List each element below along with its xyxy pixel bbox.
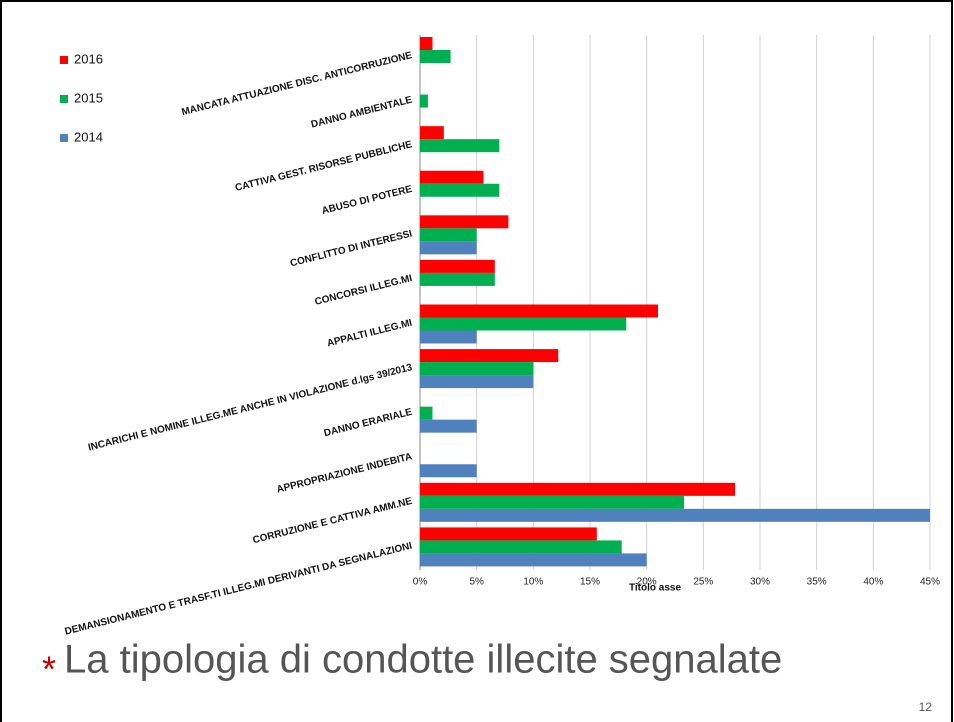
x-tick-label: 15% xyxy=(580,577,600,588)
bar xyxy=(420,527,597,541)
bar xyxy=(420,317,627,331)
bullet: * xyxy=(42,649,56,690)
bar xyxy=(420,406,433,420)
bar xyxy=(420,139,500,153)
category-label: CONFLITTO DI INTERESSI xyxy=(289,228,414,269)
category-label: DEMANSIONAMENTO E TRASF.TI ILLEG.MI DERI… xyxy=(64,540,414,637)
x-tick-label: 35% xyxy=(807,577,827,588)
bar xyxy=(420,241,477,255)
x-tick-label: 40% xyxy=(863,577,883,588)
bar xyxy=(420,50,451,63)
category-label: CORRUZIONE E CATTIVA AMM.NE xyxy=(252,496,414,546)
bar xyxy=(420,215,509,229)
bar xyxy=(420,126,444,140)
bar xyxy=(420,228,477,242)
bar xyxy=(420,482,736,496)
x-tick-label: 25% xyxy=(693,577,713,588)
legend-swatch xyxy=(60,56,68,64)
category-label: APPROPRIAZIONE INDEBITA xyxy=(276,451,414,495)
bar xyxy=(420,183,500,197)
slide-title: La tipologia di condotte illecite segnal… xyxy=(64,638,782,682)
x-tick-label: 5% xyxy=(469,577,484,588)
bar xyxy=(420,495,685,509)
legend-label: 2015 xyxy=(74,90,103,105)
bar xyxy=(420,540,622,554)
category-label: INCARICHI E NOMINE ILLEG.ME ANCHE IN VIO… xyxy=(87,362,414,453)
bar xyxy=(420,419,477,433)
category-label: DANNO ERARIALE xyxy=(323,407,414,440)
x-axis-label: Titolo asse xyxy=(629,583,681,594)
bar xyxy=(420,272,495,286)
legend-label: 2016 xyxy=(74,51,103,66)
bar xyxy=(420,362,534,376)
category-label: ABUSO DI POTERE xyxy=(321,184,414,217)
x-tick-label: 0% xyxy=(413,577,428,588)
legend-swatch xyxy=(60,95,68,103)
bar xyxy=(420,508,930,522)
x-tick-label: 45% xyxy=(920,577,940,588)
category-label: APPALTI ILLEG.MI xyxy=(326,318,414,350)
bar xyxy=(420,37,433,50)
bar xyxy=(420,259,495,273)
bar xyxy=(420,170,484,184)
legend-label: 2014 xyxy=(74,129,103,144)
x-tick-label: 30% xyxy=(750,577,770,588)
legend-swatch xyxy=(60,134,68,142)
category-label: CATTIVA GEST. RISORSE PUBBLICHE xyxy=(234,139,414,194)
bar xyxy=(420,304,658,318)
bar xyxy=(420,94,428,108)
bar xyxy=(420,349,559,363)
x-tick-label: 10% xyxy=(523,577,543,588)
bar xyxy=(420,464,477,478)
bar xyxy=(420,330,477,344)
page-number: 12 xyxy=(919,700,933,714)
x-tick-label: 20% xyxy=(637,577,657,588)
bar xyxy=(420,553,647,567)
category-label: CONCORSI ILLEG.MI xyxy=(314,273,414,308)
bar xyxy=(420,375,534,389)
category-label: DANNO AMBIENTALE xyxy=(310,95,414,131)
